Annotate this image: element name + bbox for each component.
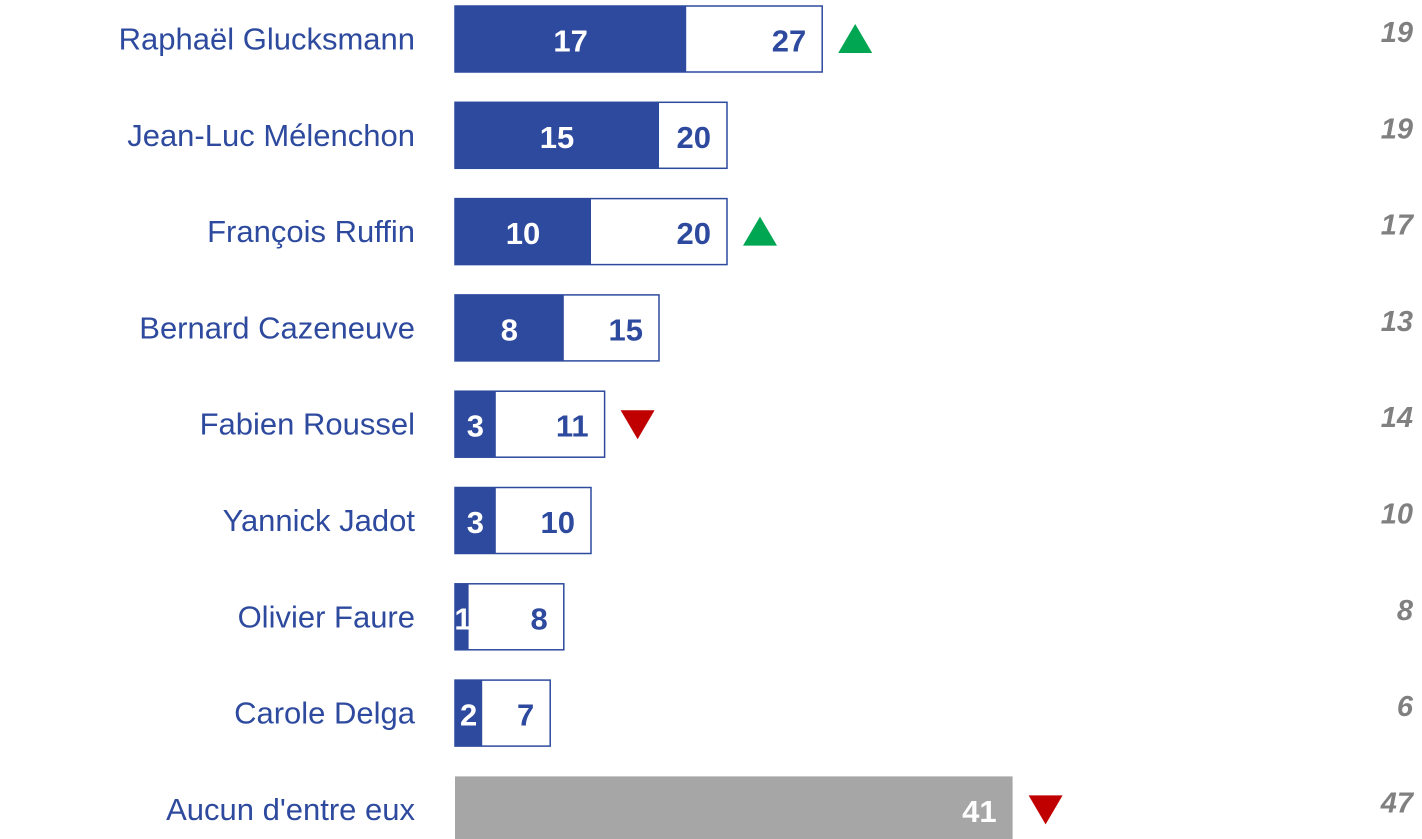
first-value-label: 15	[540, 120, 574, 155]
total-value-label: 11	[556, 409, 589, 444]
total-value-label: 20	[677, 120, 711, 155]
first-value-label: 1	[454, 601, 471, 636]
previous-value: 17	[1381, 210, 1415, 242]
previous-value: 8	[1397, 595, 1414, 627]
previous-value: 10	[1381, 499, 1413, 531]
total-bar	[455, 776, 1013, 839]
category-label: Fabien Roussel	[200, 407, 415, 442]
first-value-label: 10	[506, 216, 540, 251]
first-bar	[455, 102, 659, 169]
total-value-label: 15	[609, 312, 643, 347]
previous-value: 13	[1381, 306, 1413, 338]
trend-arrow	[620, 410, 655, 440]
trend-arrow	[838, 24, 873, 53]
first-bar	[455, 391, 496, 458]
category-label: Olivier Faure	[238, 599, 415, 634]
total-value-label: 27	[772, 24, 806, 59]
previous-value: 6	[1397, 691, 1414, 723]
category-label: Raphaël Glucksmann	[119, 22, 415, 57]
total-value-label: 10	[541, 505, 575, 540]
first-value-label: 3	[467, 409, 484, 444]
previous-value: 19	[1381, 17, 1413, 49]
previous-value: 47	[1380, 787, 1415, 819]
first-bar	[455, 294, 564, 361]
total-bar	[454, 583, 565, 651]
first-bar	[455, 6, 687, 72]
category-label: Carole Delga	[234, 696, 416, 731]
total-value-label: 7	[517, 698, 534, 733]
first-value-label: 17	[553, 24, 587, 59]
first-bar	[455, 487, 496, 554]
first-value-label: 2	[460, 698, 477, 733]
previous-value: 14	[1381, 402, 1413, 434]
category-label: Aucun d'entre eux	[166, 792, 415, 827]
first-bar	[455, 680, 483, 747]
category-label: François Ruffin	[207, 214, 415, 249]
total-value-label: 41	[962, 794, 996, 829]
previous-value: 19	[1381, 113, 1413, 145]
category-label: Yannick Jadot	[223, 503, 416, 538]
category-label: Jean-Luc Mélenchon	[127, 118, 415, 153]
category-label: Bernard Cazeneuve	[139, 310, 415, 345]
total-value-label: 8	[531, 601, 548, 636]
first-bar	[455, 583, 469, 650]
first-bar	[455, 198, 591, 265]
first-value-label: 3	[467, 505, 484, 540]
trend-arrow	[1028, 795, 1063, 825]
total-value-label: 20	[677, 216, 711, 251]
trend-arrow	[743, 216, 777, 246]
first-value-label: 8	[501, 312, 518, 347]
